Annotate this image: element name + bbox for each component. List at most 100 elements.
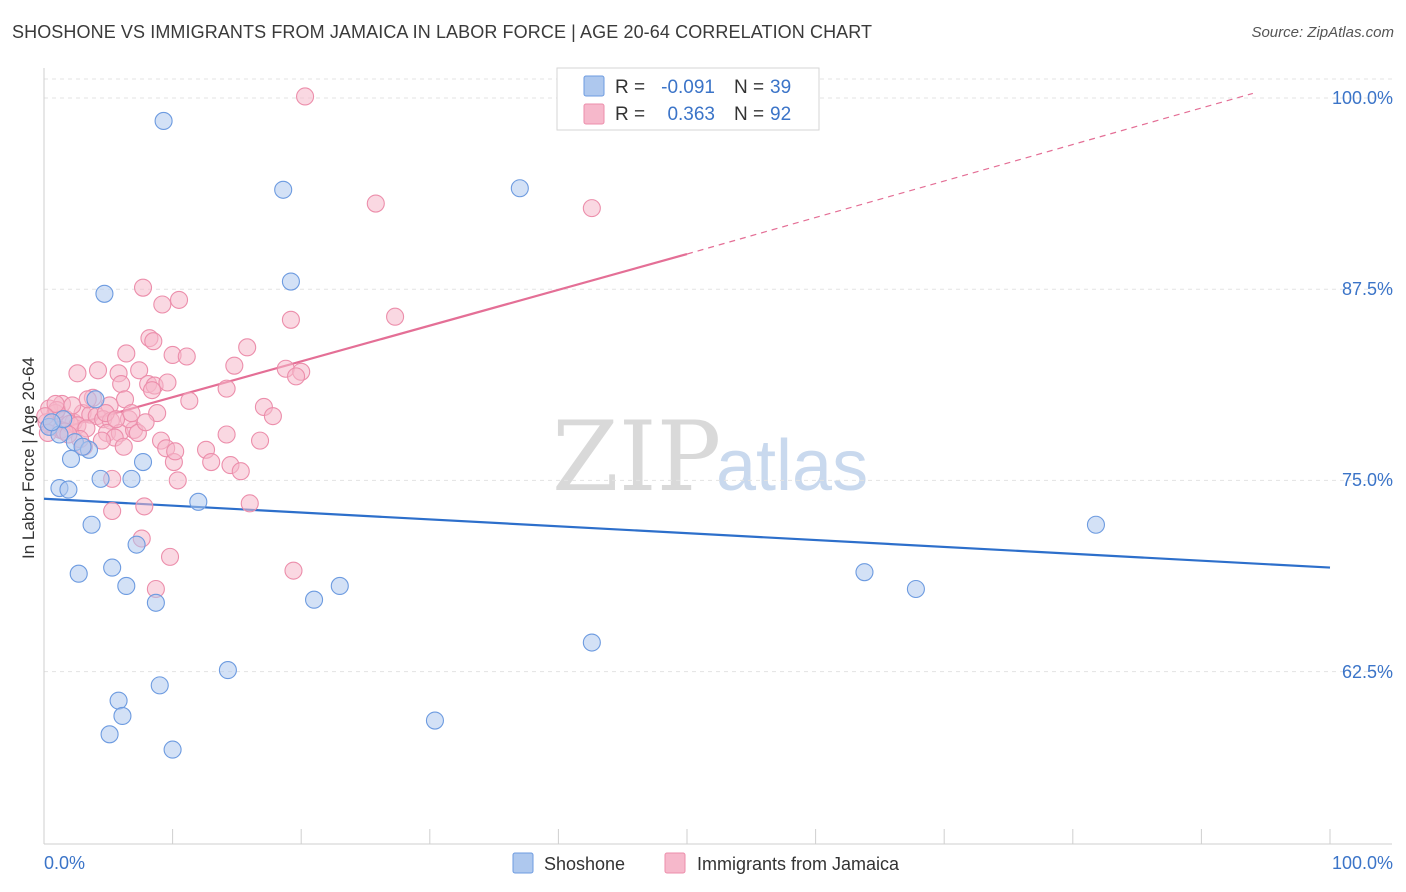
data-point-jamaica	[386, 307, 405, 326]
grid	[44, 78, 1392, 673]
data-point-shoshone	[855, 563, 874, 582]
data-point-jamaica	[225, 356, 244, 375]
data-point-jamaica	[250, 431, 270, 450]
data-point-shoshone	[91, 469, 110, 488]
data-point-shoshone	[906, 579, 925, 599]
watermark-atlas: atlas	[716, 426, 868, 506]
data-point-jamaica	[217, 379, 236, 398]
data-point-jamaica	[166, 442, 185, 461]
legend-r-value: -0.091	[661, 77, 715, 98]
data-point-jamaica	[284, 561, 303, 580]
data-point-shoshone	[122, 469, 141, 488]
legend-n-value: 39	[770, 77, 791, 98]
legend-r-label: R =	[615, 77, 645, 98]
data-point-shoshone	[330, 576, 349, 595]
data-point-shoshone	[86, 390, 105, 409]
watermark-zip: ZIP	[552, 401, 721, 513]
data-point-jamaica	[103, 501, 122, 521]
legend-n-value: 92	[770, 104, 791, 125]
data-point-shoshone	[117, 576, 136, 595]
y-axis-label: In Labor Force | Age 20-64	[19, 357, 38, 559]
trend-line-shoshone	[43, 497, 1331, 569]
legend-r-label: R =	[615, 104, 645, 125]
data-point-jamaica	[63, 396, 82, 415]
data-point-jamaica	[582, 199, 601, 218]
data-point-shoshone	[82, 515, 101, 534]
data-point-jamaica	[112, 374, 131, 394]
watermark: ZIP atlas	[552, 401, 868, 513]
x-tick-label-min: 0.0%	[44, 853, 85, 873]
data-point-shoshone	[150, 676, 169, 695]
bottom-legend-label-jamaica: Immigrants from Jamaica	[697, 854, 900, 874]
data-point-shoshone	[154, 111, 173, 130]
data-point-jamaica	[281, 310, 300, 329]
correlation-legend: R = -0.091 N = 39 R = 0.363 N = 92	[556, 67, 820, 131]
series-shoshone-points	[40, 111, 1105, 759]
trend-line-jamaica	[43, 252, 688, 435]
data-point-jamaica	[168, 471, 187, 490]
data-point-jamaica	[88, 361, 108, 380]
data-point-jamaica	[68, 364, 87, 383]
series-jamaica-points	[36, 87, 601, 599]
data-point-jamaica	[169, 290, 189, 309]
legend-swatch-jamaica	[583, 103, 605, 125]
data-point-jamaica	[135, 497, 154, 516]
bottom-legend-swatch-shoshone	[512, 852, 534, 874]
data-point-jamaica	[238, 338, 257, 357]
data-point-shoshone	[163, 740, 182, 759]
data-point-jamaica	[366, 194, 385, 213]
data-point-jamaica	[130, 361, 149, 380]
data-point-jamaica	[296, 87, 315, 106]
data-point-shoshone	[103, 558, 122, 577]
data-point-jamaica	[240, 494, 259, 513]
data-point-jamaica	[180, 391, 199, 410]
data-point-jamaica	[177, 347, 196, 366]
data-point-shoshone	[189, 492, 208, 511]
data-point-jamaica	[287, 367, 306, 386]
legend-n-label: N =	[734, 77, 764, 98]
data-point-jamaica	[122, 404, 141, 423]
data-point-shoshone	[73, 437, 92, 456]
data-point-shoshone	[127, 535, 146, 554]
data-point-jamaica	[263, 407, 282, 426]
data-point-shoshone	[146, 593, 165, 612]
data-point-shoshone	[425, 711, 444, 730]
data-point-shoshone	[59, 480, 78, 499]
y-tick-label: 62.5%	[1342, 662, 1393, 682]
bottom-legend-swatch-jamaica	[664, 852, 686, 874]
data-point-jamaica	[133, 278, 153, 297]
bottom-legend-label-shoshone: Shoshone	[544, 854, 625, 874]
data-point-shoshone	[305, 590, 324, 609]
data-point-jamaica	[217, 425, 236, 444]
y-tick-label: 100.0%	[1332, 88, 1393, 108]
data-point-shoshone	[582, 633, 601, 652]
y-tick-label: 75.0%	[1342, 470, 1393, 490]
data-point-shoshone	[1086, 515, 1105, 534]
data-point-jamaica	[202, 452, 221, 472]
data-point-shoshone	[274, 180, 293, 199]
legend-r-value: 0.363	[667, 104, 715, 125]
data-point-shoshone	[109, 691, 128, 710]
data-point-shoshone	[61, 449, 81, 469]
y-tick-labels: 100.0% 87.5% 75.0% 62.5%	[1332, 88, 1393, 682]
data-point-jamaica	[153, 295, 172, 314]
data-point-shoshone	[113, 706, 132, 726]
data-point-jamaica	[106, 410, 126, 429]
data-point-shoshone	[281, 272, 300, 291]
data-point-jamaica	[160, 547, 180, 566]
x-axis-ticks	[43, 829, 1331, 844]
data-point-shoshone	[133, 452, 153, 472]
data-point-jamaica	[231, 462, 250, 481]
data-point-shoshone	[218, 661, 237, 680]
y-tick-label: 87.5%	[1342, 279, 1393, 299]
x-tick-label-max: 100.0%	[1332, 853, 1393, 873]
data-point-jamaica	[114, 437, 133, 456]
data-point-jamaica	[144, 332, 163, 351]
data-point-shoshone	[510, 179, 529, 198]
legend-swatch-shoshone	[583, 75, 605, 97]
data-point-jamaica	[92, 431, 111, 450]
data-point-jamaica	[117, 344, 136, 363]
data-point-jamaica	[158, 373, 177, 392]
data-point-jamaica	[142, 381, 162, 400]
